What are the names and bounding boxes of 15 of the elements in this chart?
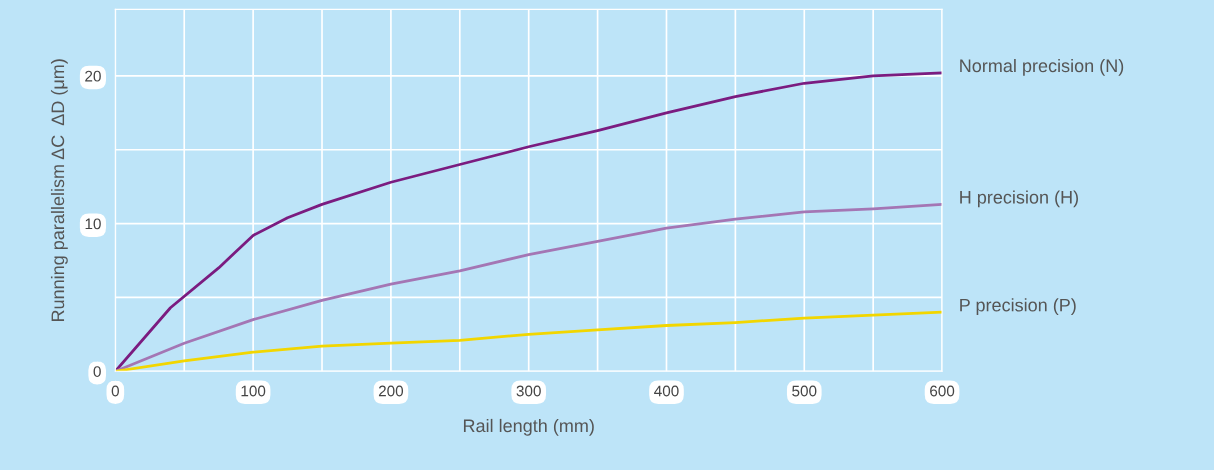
y-axis-title: Running parallelism ΔC ΔD (μm) bbox=[50, 59, 68, 322]
y-tick-label: 0 bbox=[93, 366, 101, 377]
x-tick-label: 400 bbox=[654, 385, 679, 397]
x-tick-label: 300 bbox=[516, 385, 541, 397]
y-tick-label: 10 bbox=[85, 218, 101, 230]
series-label: H precision (H) bbox=[960, 190, 1078, 208]
y-tick-label: 20 bbox=[85, 70, 101, 82]
x-tick-label: 100 bbox=[241, 385, 266, 397]
x-tick-label: 500 bbox=[792, 385, 817, 397]
x-tick-label: 0 bbox=[111, 385, 119, 397]
series-label: P precision (P) bbox=[960, 298, 1076, 316]
x-tick-label: 600 bbox=[930, 385, 955, 397]
x-axis-title: Rail length (mm) bbox=[463, 418, 594, 436]
x-tick-label: 200 bbox=[378, 385, 404, 397]
series-label: Normal precision (N) bbox=[960, 58, 1124, 76]
